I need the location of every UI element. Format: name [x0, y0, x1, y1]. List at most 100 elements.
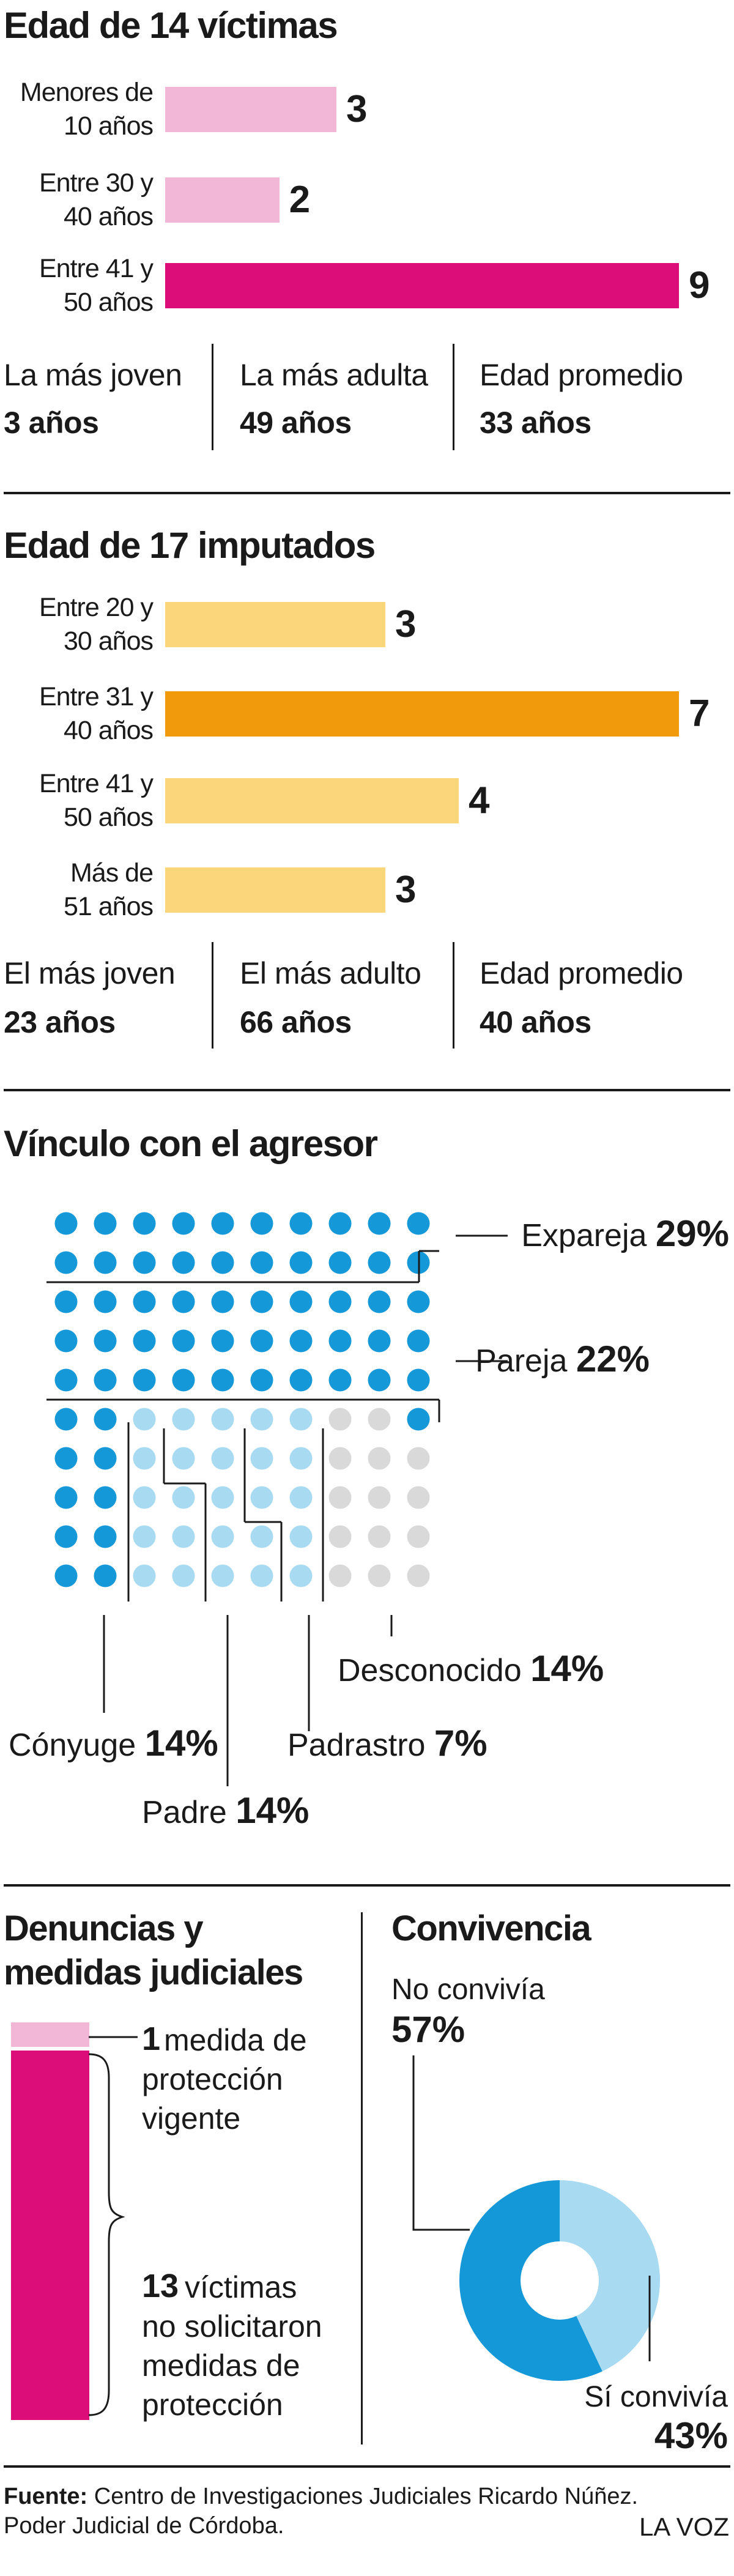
complaints-item2-text-line1: víctimas [185, 2270, 297, 2304]
waffle-dot [172, 1525, 195, 1548]
waffle-dot [407, 1564, 430, 1587]
waffle-dot [172, 1212, 195, 1235]
complaints-item1-number: 1 [142, 2021, 161, 2057]
waffle-label-padre: Padre 14% [142, 1790, 309, 1831]
section-divider [4, 1884, 730, 1887]
cohabitation-title: Convivencia [391, 1909, 591, 1948]
waffle-dot [54, 1212, 78, 1235]
waffle-dot [289, 1486, 313, 1509]
waffle-dot [133, 1290, 156, 1313]
waffle-dot [54, 1368, 78, 1392]
waffle-dot [407, 1368, 430, 1392]
footer-source-line1: Fuente: Centro de Investigaciones Judici… [4, 2485, 638, 2508]
waffle-dot [211, 1564, 234, 1587]
donut-percent-no-convivia: 57% [391, 2009, 465, 2050]
waffle-dot [368, 1525, 391, 1548]
waffle-dot [407, 1290, 430, 1313]
complaints-bar-segment [11, 2051, 89, 2420]
waffle-dot [250, 1290, 273, 1313]
complaints-item2-number: 13 [142, 2268, 179, 2304]
divider [212, 344, 213, 450]
waffle-dot [94, 1447, 117, 1470]
divider [361, 1912, 363, 2444]
section-divider [4, 2465, 730, 2468]
waffle-dot [250, 1525, 273, 1548]
waffle-dot [368, 1408, 391, 1431]
waffle-label-expareja: Expareja 29% [521, 1213, 729, 1254]
waffle-dot [250, 1564, 273, 1587]
waffle-dot [328, 1212, 352, 1235]
waffle-dot [289, 1212, 313, 1235]
victims-bar [165, 87, 336, 132]
victims-stat-value-youngest: 3 años [4, 406, 99, 440]
waffle-dot [328, 1486, 352, 1509]
waffle-dot [368, 1447, 391, 1470]
waffle-dot [172, 1329, 195, 1353]
waffle-dot [289, 1290, 313, 1313]
waffle-dot [211, 1329, 234, 1353]
waffle-dot [94, 1212, 117, 1235]
waffle-label-cónyuge: Cónyuge 14% [9, 1723, 218, 1764]
waffle-dot [328, 1251, 352, 1274]
victims-bar-label: Menores de 10 años [20, 78, 154, 141]
complaints-item2-text-line3: medidas de [142, 2348, 300, 2383]
complaints-title-line2: medidas judiciales [4, 1953, 303, 1992]
accused-stat-value-average: 40 años [480, 1005, 591, 1039]
section-divider [4, 492, 730, 494]
waffle-dot [211, 1408, 234, 1431]
donut-percent-si-convivia: 43% [654, 2415, 728, 2453]
waffle-dot [133, 1329, 156, 1353]
waffle-dot [172, 1408, 195, 1431]
complaints-item2-text-line4: protección [142, 2388, 283, 2422]
victims-stat-label-average: Edad promedio [480, 358, 683, 392]
victims-stat-label-oldest: La más adulta [240, 358, 428, 392]
victims-bar-value: 9 [689, 264, 710, 306]
accused-stat-value-oldest: 66 años [240, 1005, 352, 1039]
waffle-dot [368, 1212, 391, 1235]
brand-logo: LA VOZ [639, 2512, 729, 2541]
waffle-label-padrastro: Padrastro 7% [287, 1723, 487, 1764]
relationship-waffle-chart: Expareja 29% Pareja 22% Cónyuge 14% Padre 1… [9, 1212, 729, 1831]
donut-label-no-convivia: No convivía [391, 1973, 545, 2006]
waffle-dot [172, 1564, 195, 1587]
accused-title: Edad de 17 imputados [4, 525, 376, 566]
divider [453, 344, 454, 450]
waffle-dot [94, 1486, 117, 1509]
accused-bar [165, 867, 385, 913]
waffle-dot [289, 1408, 313, 1431]
waffle-dot [328, 1368, 352, 1392]
waffle-dot [133, 1212, 156, 1235]
waffle-dot [133, 1564, 156, 1587]
complaints-bar-segment [11, 2022, 89, 2047]
waffle-dot [133, 1486, 156, 1509]
waffle-dot [94, 1564, 117, 1587]
waffle-dot [211, 1290, 234, 1313]
waffle-dot [54, 1408, 78, 1431]
waffle-dot [133, 1408, 156, 1431]
waffle-dot [368, 1564, 391, 1587]
waffle-dot [54, 1486, 78, 1509]
waffle-dot [94, 1525, 117, 1548]
waffle-dot [250, 1251, 273, 1274]
waffle-dot [133, 1525, 156, 1548]
waffle-dot [94, 1251, 117, 1274]
waffle-dot [368, 1329, 391, 1353]
waffle-dot [133, 1251, 156, 1274]
accused-bar [165, 602, 385, 647]
accused-bar-label: Entre 20 y 30 años [39, 593, 154, 656]
waffle-dot [94, 1368, 117, 1392]
waffle-dot [368, 1290, 391, 1313]
waffle-dot [54, 1251, 78, 1274]
footer-source-line2: Poder Judicial de Córdoba. [4, 2513, 284, 2539]
waffle-dot [94, 1408, 117, 1431]
waffle-dot [133, 1447, 156, 1470]
waffle-dot [172, 1251, 195, 1274]
waffle-dot [289, 1525, 313, 1548]
waffle-dot [94, 1290, 117, 1313]
waffle-dot [211, 1251, 234, 1274]
waffle-dot [328, 1447, 352, 1470]
waffle-dot [407, 1408, 430, 1431]
victims-stat-value-oldest: 49 años [240, 406, 352, 440]
waffle-dot [407, 1329, 430, 1353]
